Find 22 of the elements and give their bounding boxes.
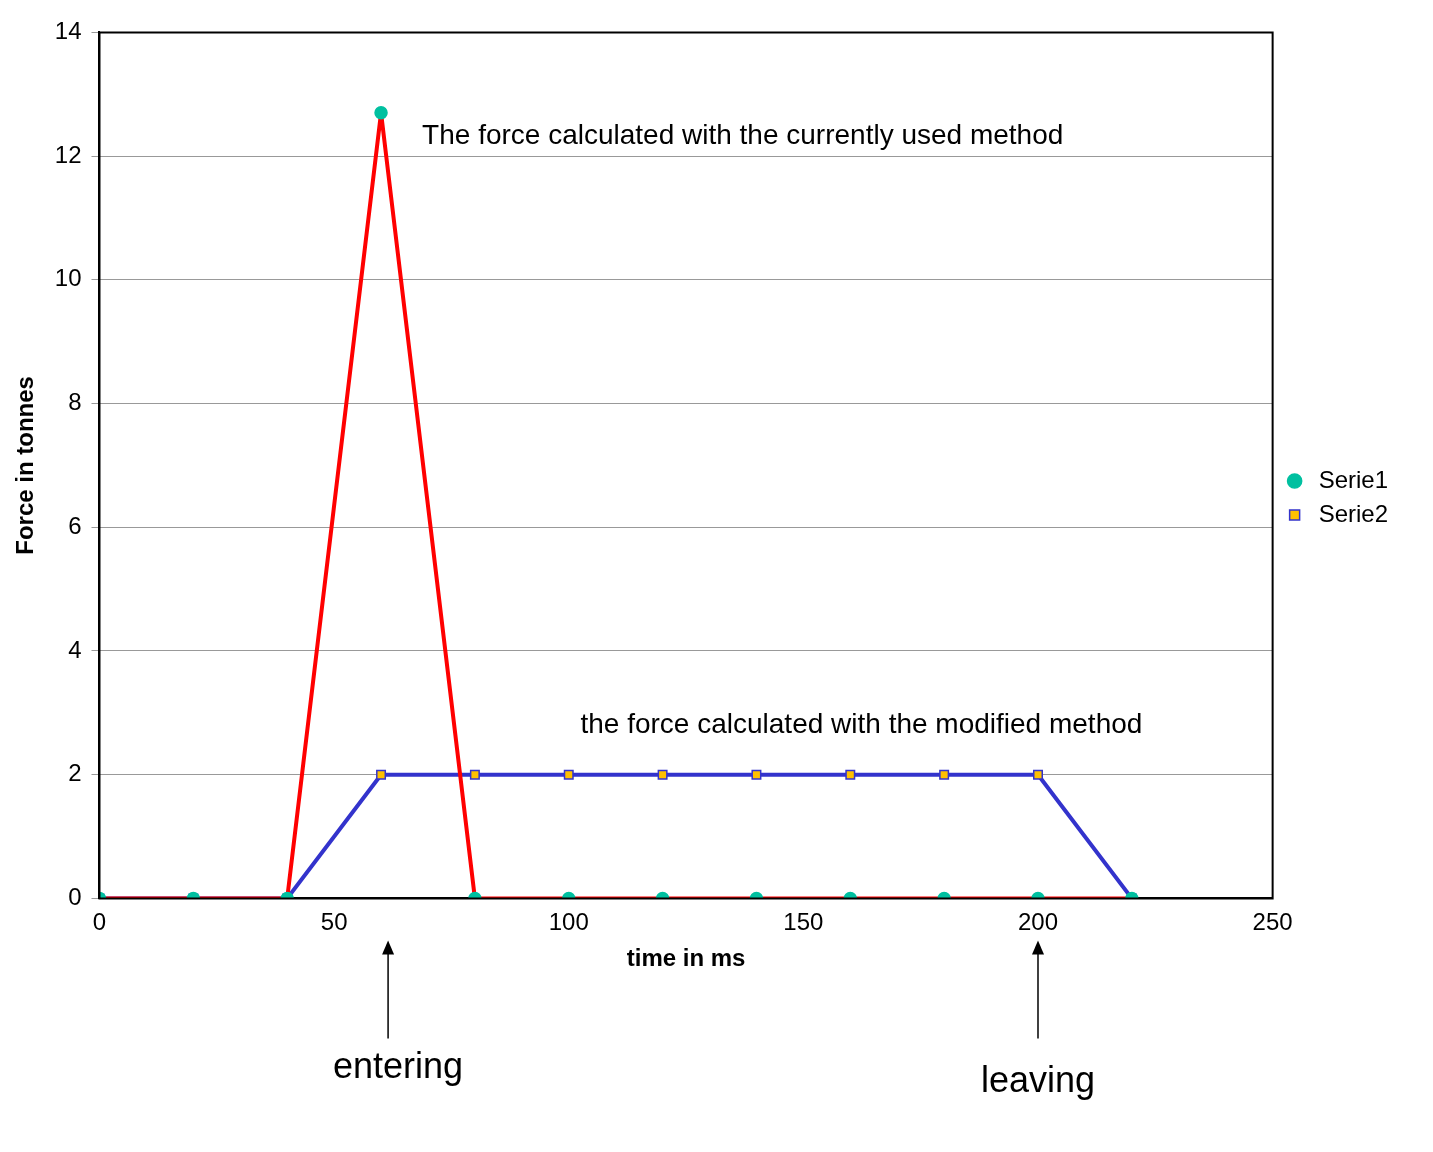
y-tick-label: 12 [54, 140, 82, 168]
x-tick-label: 200 [1017, 908, 1059, 936]
legend-label: Serie1 [1318, 465, 1388, 493]
y-tick-label: 10 [54, 264, 82, 292]
x-tick-label: 100 [548, 908, 589, 936]
x-tick-label: 250 [1252, 908, 1293, 936]
y-tick-label: 8 [68, 388, 82, 416]
x-tick-label: 50 [320, 908, 348, 936]
annotation: the force calculated with the modified method [580, 707, 1143, 739]
y-tick-label: 4 [68, 635, 82, 663]
annotation: The force calculated with the currently used method [422, 119, 1064, 151]
x-tick-label: 0 [92, 908, 107, 936]
y-tick-label: 6 [68, 511, 82, 539]
y-axis-title: Force in tonnes [11, 376, 39, 555]
x-tick-label: 150 [783, 908, 824, 936]
y-tick-label: 0 [68, 883, 82, 911]
y-tick-label: 14 [54, 17, 82, 45]
x-axis-title: time in ms [626, 944, 746, 972]
text: leaving [980, 1059, 1096, 1101]
y-tick-label: 2 [68, 759, 82, 787]
legend-label: Serie2 [1318, 499, 1388, 527]
text: entering [333, 1045, 464, 1087]
